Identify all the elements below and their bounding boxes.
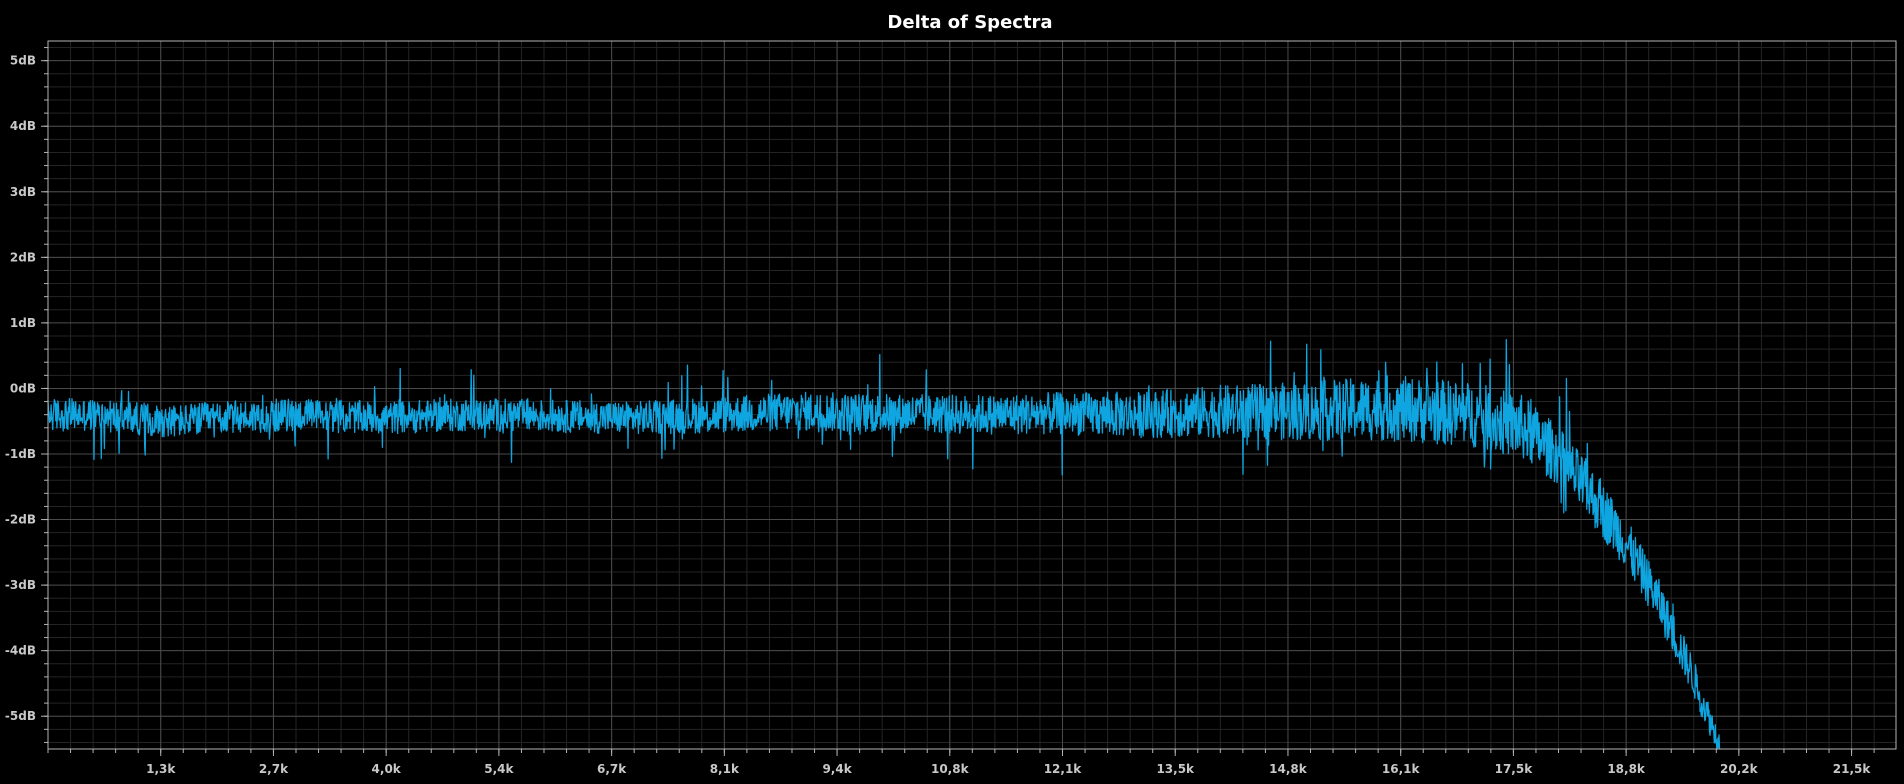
y-tick-label: 5dB bbox=[10, 54, 36, 68]
x-tick-label: 14,8k bbox=[1269, 762, 1308, 776]
y-tick-label: -2dB bbox=[5, 513, 36, 527]
y-tick-label: -4dB bbox=[5, 644, 36, 658]
x-tick-label: 4,0k bbox=[372, 762, 402, 776]
y-tick-label: 0dB bbox=[10, 381, 36, 395]
ticks-layer bbox=[41, 47, 1875, 756]
y-tick-label: -1dB bbox=[5, 447, 36, 461]
x-tick-label: 12,1k bbox=[1044, 762, 1083, 776]
series-line-0 bbox=[47, 339, 1721, 750]
major-grid bbox=[48, 41, 1896, 749]
y-tick-label: -5dB bbox=[5, 709, 36, 723]
x-tick-label: 16,1k bbox=[1382, 762, 1421, 776]
x-tick-label: 2,7k bbox=[259, 762, 289, 776]
y-tick-label: -3dB bbox=[5, 578, 36, 592]
x-tick-label: 18,8k bbox=[1607, 762, 1646, 776]
x-tick-labels: 1,3k 2,7k 4,0k 5,4k 6,7k 8,1k 9,4k 10,8k 12,1k 13… bbox=[146, 762, 1871, 776]
x-tick-label: 1,3k bbox=[146, 762, 176, 776]
y-tick-label: 1dB bbox=[10, 316, 36, 330]
y-tick-label: 3dB bbox=[10, 185, 36, 199]
x-tick-label: 5,4k bbox=[484, 762, 514, 776]
x-tick-label: 10,8k bbox=[931, 762, 970, 776]
x-tick-label: 17,5k bbox=[1495, 762, 1534, 776]
x-tick-label: 21,5k bbox=[1833, 762, 1872, 776]
x-tick-label: 6,7k bbox=[597, 762, 627, 776]
x-tick-label: 13,5k bbox=[1156, 762, 1195, 776]
x-tick-label: 8,1k bbox=[710, 762, 740, 776]
x-tick-label: 9,4k bbox=[822, 762, 852, 776]
chart-title: Delta of Spectra bbox=[887, 12, 1052, 33]
series-layer bbox=[47, 339, 1721, 750]
y-tick-label: 2dB bbox=[10, 250, 36, 264]
x-tick-label: 20,2k bbox=[1720, 762, 1759, 776]
y-tick-labels: 5dB 4dB 3dB 2dB 1dB 0dB -1dB -2dB -3dB -4dB -5dB bbox=[5, 54, 36, 724]
y-tick-label: 4dB bbox=[10, 119, 36, 133]
